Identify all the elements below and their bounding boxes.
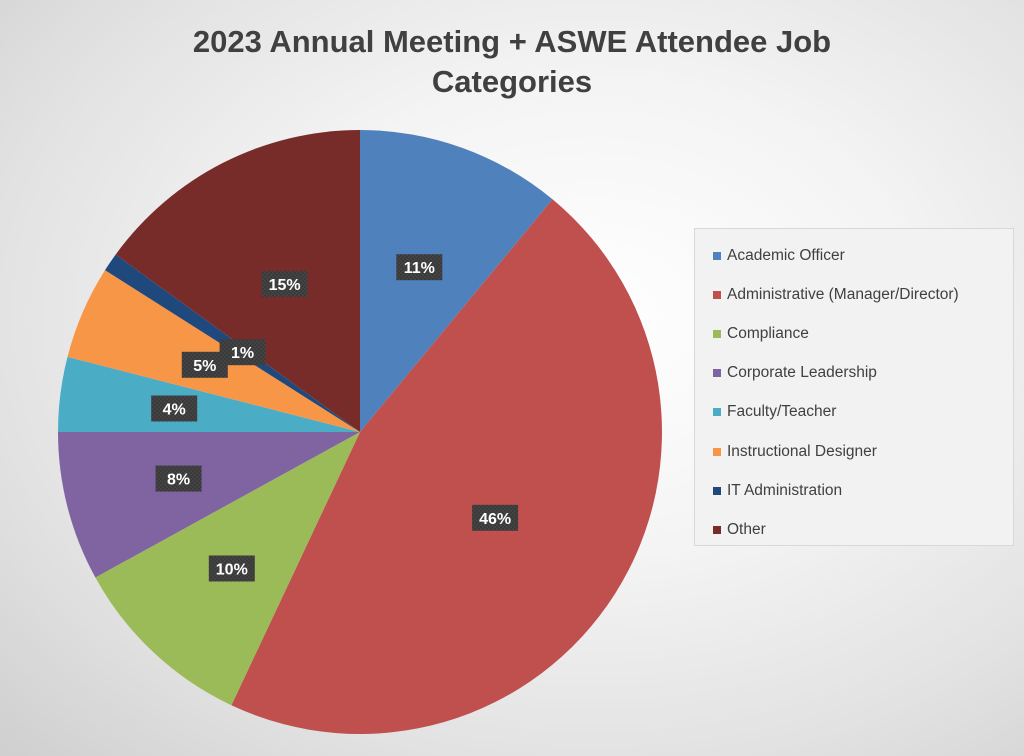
data-label-text: 11% xyxy=(404,260,435,277)
data-label-text: 8% xyxy=(167,472,190,489)
legend-item-faculty-teacher: Faculty/Teacher xyxy=(695,393,1013,432)
chart-legend: Academic Officer Administrative (Manager/… xyxy=(694,228,1014,546)
legend-label: Instructional Designer xyxy=(727,442,877,460)
data-label-text: 1% xyxy=(231,345,254,362)
legend-swatch xyxy=(713,408,721,417)
legend-label: IT Administration xyxy=(727,481,843,499)
data-label-text: 15% xyxy=(269,277,301,294)
legend-swatch xyxy=(713,251,721,260)
pie-slice-administrative-manager-director xyxy=(231,199,662,735)
legend-item-other: Other xyxy=(695,510,1013,549)
data-label-administrative-manager-director: 46% xyxy=(472,504,519,531)
data-label-box xyxy=(208,555,255,582)
data-label-text: 4% xyxy=(163,402,186,419)
legend-item-it-administration: IT Administration xyxy=(695,471,1013,510)
data-label-other: 15% xyxy=(261,271,308,297)
legend-swatch xyxy=(713,290,721,299)
data-label-it-administration: 1% xyxy=(219,339,266,366)
pie-slice-academic-officer xyxy=(360,130,553,432)
legend-label: Academic Officer xyxy=(727,246,845,264)
data-label-box xyxy=(219,339,266,366)
data-label-text: 10% xyxy=(216,562,248,579)
data-label-faculty-teacher: 4% xyxy=(151,395,198,422)
legend-swatch xyxy=(713,369,721,378)
chart-title-line-1: 2023 Annual Meeting + ASWE Attendee Job xyxy=(192,24,832,59)
legend-swatch xyxy=(713,525,721,534)
legend-swatch xyxy=(713,486,721,495)
legend-label: Faculty/Teacher xyxy=(727,403,837,421)
legend-swatch xyxy=(713,447,721,456)
pie-slice-instructional-designer xyxy=(67,270,361,432)
legend-label: Compliance xyxy=(727,324,809,342)
pie-slice-corporate-leadership xyxy=(58,432,360,578)
legend-item-administrative-manager-director: Administrative (Manager/Director) xyxy=(695,275,1013,314)
data-label-box xyxy=(151,395,198,422)
legend-swatch xyxy=(713,329,721,338)
pie-slice-faculty-teacher xyxy=(58,356,360,432)
data-label-corporate-leadership: 8% xyxy=(155,465,202,492)
chart-title: 2023 Annual Meeting + ASWE Attendee Job … xyxy=(0,22,1024,102)
legend-item-compliance: Compliance xyxy=(695,314,1013,353)
legend-item-instructional-designer: Instructional Designer xyxy=(695,432,1013,471)
data-label-box xyxy=(472,504,519,531)
chart-title-line-2: Categories xyxy=(431,64,593,99)
legend-item-corporate-leadership: Corporate Leadership xyxy=(695,354,1013,393)
data-label-text: 5% xyxy=(193,358,216,375)
legend-item-academic-officer: Academic Officer xyxy=(695,236,1013,275)
pie-slice-other xyxy=(115,130,361,432)
data-label-academic-officer: 11% xyxy=(396,254,443,281)
legend-label: Administrative (Manager/Director) xyxy=(727,285,959,303)
legend-label: Other xyxy=(727,520,766,538)
data-label-box xyxy=(261,271,308,297)
data-label-box xyxy=(396,254,443,281)
data-label-compliance: 10% xyxy=(208,555,255,582)
data-label-text: 46% xyxy=(479,511,511,528)
data-label-box xyxy=(155,465,202,492)
legend-label: Corporate Leadership xyxy=(727,364,877,382)
